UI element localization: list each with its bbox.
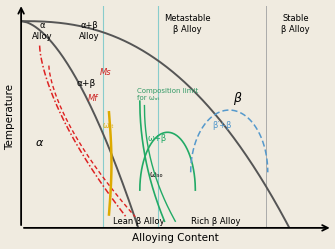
Text: ω+β: ω+β xyxy=(147,134,166,143)
Text: α: α xyxy=(36,138,43,148)
Text: β′+β: β′+β xyxy=(212,121,231,130)
Text: α
Alloy: α Alloy xyxy=(32,21,53,41)
Text: Mf: Mf xyxy=(87,94,98,103)
Text: Rich β Alloy: Rich β Alloy xyxy=(191,217,240,226)
Text: Stable
β Alloy: Stable β Alloy xyxy=(281,14,310,34)
Text: Lean β Alloy: Lean β Alloy xyxy=(113,217,164,226)
Text: β: β xyxy=(233,92,241,105)
Text: ωᵢₛₒ: ωᵢₛₒ xyxy=(150,170,164,179)
Text: Composition limit
for ωₐₜ: Composition limit for ωₐₜ xyxy=(137,88,198,101)
Text: Ms: Ms xyxy=(100,68,111,77)
Text: ωₐₜ: ωₐₜ xyxy=(103,121,115,130)
Y-axis label: Temperature: Temperature xyxy=(6,84,15,150)
Text: α+β
Alloy: α+β Alloy xyxy=(79,21,99,41)
Text: α+β: α+β xyxy=(76,79,95,88)
Text: Metastable
β Alloy: Metastable β Alloy xyxy=(164,14,211,34)
X-axis label: Alloying Content: Alloying Content xyxy=(132,234,219,244)
